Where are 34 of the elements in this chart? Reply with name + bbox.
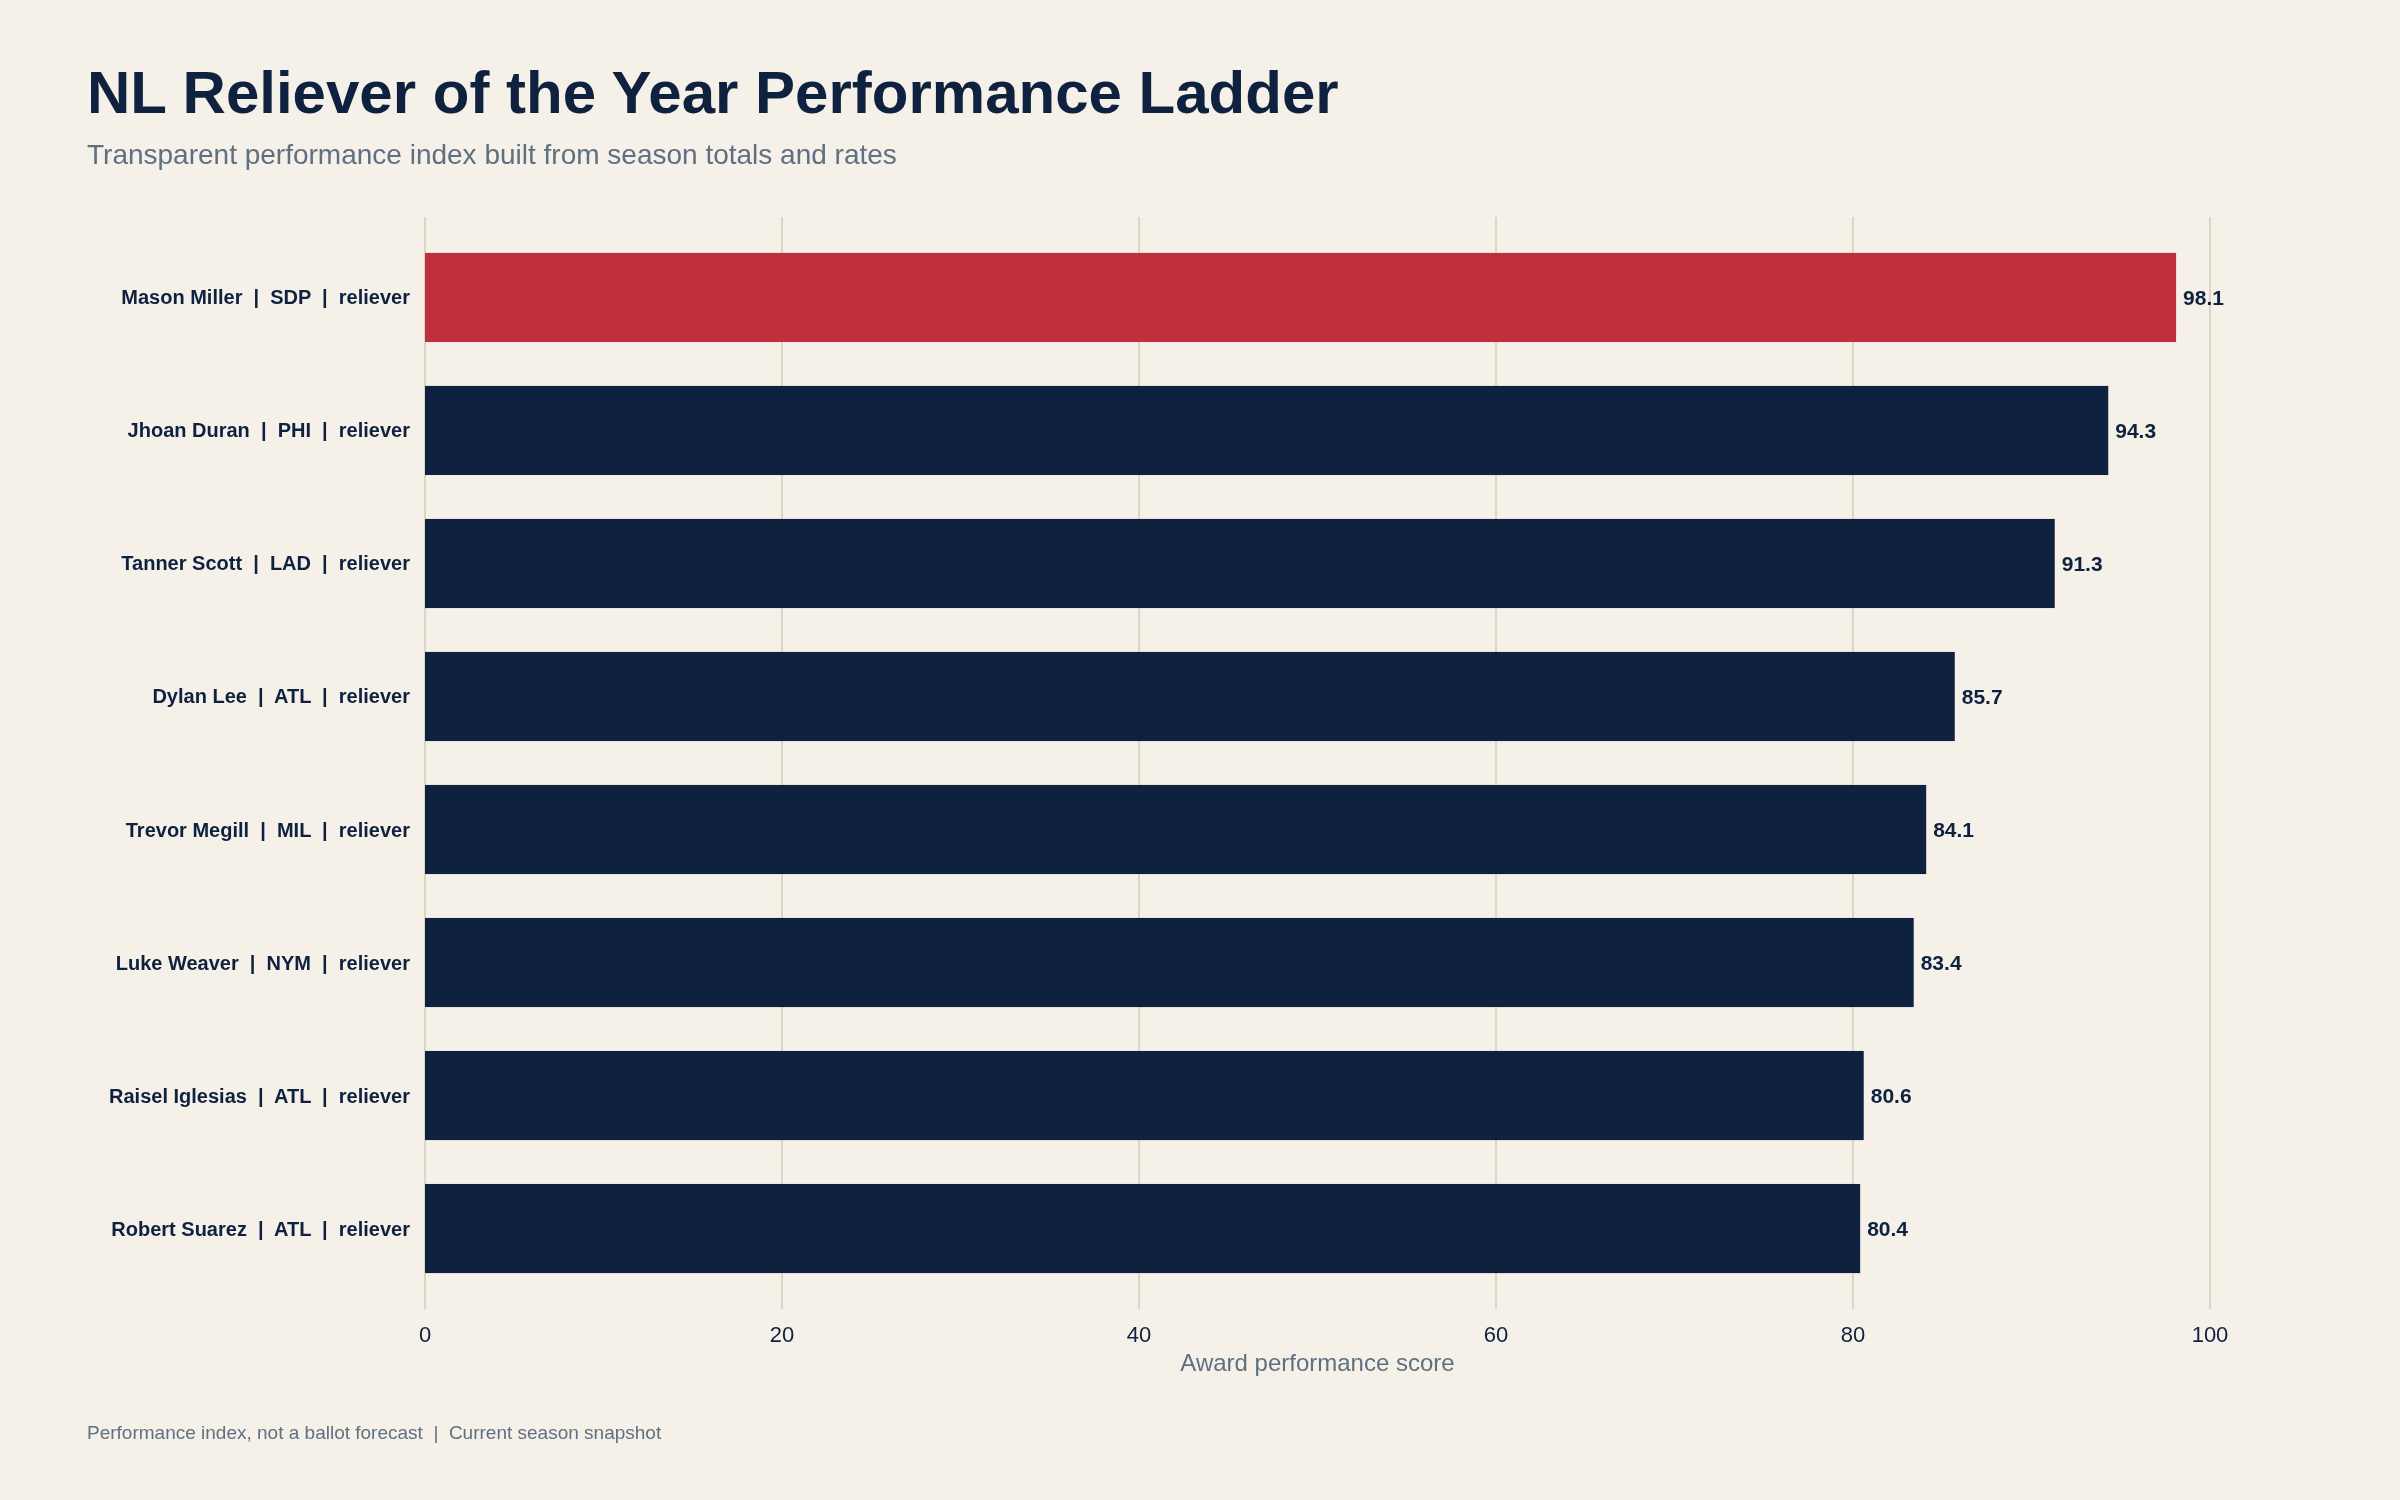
chart-title: NL Reliever of the Year Performance Ladder [87,59,1339,126]
x-tick-label: 60 [1483,1322,1509,1347]
text: Performance index, not a ballot forecast | Current season snapshot [87,1422,662,1443]
y-tick-label: Trevor Megill | MIL | reliever [125,818,411,841]
bar [425,917,1914,1008]
data-label: 80.6 [1870,1083,1912,1107]
chart-subtitle: Transparent performance index built from season totals and rates [87,139,897,170]
y-tick-label: Tanner Scott | LAD | reliever [121,552,411,575]
bar [425,1050,1864,1141]
data-label: 94.3 [2115,418,2157,442]
bar [425,252,2177,343]
y-tick-label: Luke Weaver | NYM | reliever [115,951,411,974]
x-tick-label: 0 [418,1322,432,1347]
y-tick-label: Robert Suarez | ATL | reliever [111,1217,411,1240]
y-tick-label: Dylan Lee | ATL | reliever [152,685,411,708]
data-label: 91.3 [2061,551,2103,575]
data-label: 98.1 [2183,285,2225,309]
x-tick-label: 100 [2191,1322,2229,1347]
bar [425,1183,1861,1274]
x-tick-label: 20 [769,1322,795,1347]
y-tick-label: Raisel Iglesias | ATL | reliever [109,1084,411,1107]
bar [425,651,1955,742]
x-axis-title: Award performance score [1180,1349,1455,1376]
data-label: 84.1 [1933,817,1975,841]
data-label: 85.7 [1961,684,2003,708]
data-label: 83.4 [1920,950,1962,974]
bar [425,518,2055,609]
y-tick-label: Jhoan Duran | PHI | reliever [127,419,411,442]
bar [425,385,2109,476]
bar [425,784,1927,875]
y-tick-label: Mason Miller | SDP | reliever [121,286,411,309]
data-label: 80.4 [1867,1216,1909,1240]
x-tick-label: 40 [1126,1322,1152,1347]
x-tick-label: 80 [1840,1322,1866,1347]
